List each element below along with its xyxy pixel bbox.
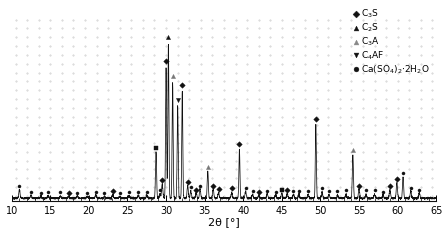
Legend: C$_3$S, C$_2$S, C$_3$A, C$_4$AF, Ca(SO$_4$)$_2$$\cdot$2H$_2$O: C$_3$S, C$_2$S, C$_3$A, C$_4$AF, Ca(SO$_… xyxy=(353,6,432,78)
X-axis label: 2θ [°]: 2θ [°] xyxy=(208,217,240,227)
